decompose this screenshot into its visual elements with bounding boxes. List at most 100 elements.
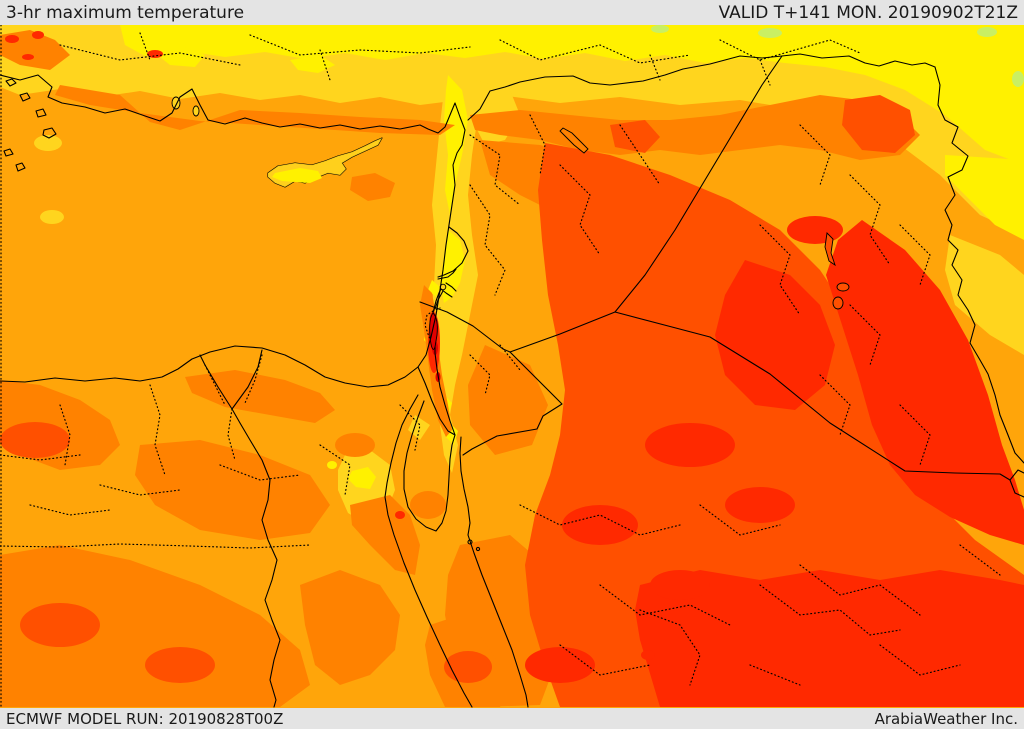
contour-vermilion-mosul (842, 95, 915, 153)
admin-iraq-1 (799, 124, 891, 266)
temperature-field (0, 25, 1024, 708)
page-title: 3-hr maximum temperature (6, 2, 245, 23)
contour-dkorange-delta-arc (185, 370, 335, 423)
contour-vermilion-redsea (444, 651, 492, 683)
contour-dkorange-ejordan (468, 345, 548, 455)
contour-dkorange-turkcoast (55, 85, 455, 135)
border-jordan-saudi-hiccup (462, 351, 563, 456)
water-features (171, 96, 850, 708)
contour-vermilion-egysw-1 (20, 603, 100, 647)
admin-egypt-2 (0, 454, 301, 496)
admin-turkey-1 (59, 44, 241, 66)
contour-gold-sea-2 (40, 210, 64, 224)
contour-green-1 (651, 25, 669, 33)
nile-delta-branch-west (199, 354, 233, 410)
contour-red-saudi-5 (725, 487, 795, 523)
contour-vermilion-egywest (0, 422, 70, 458)
admin-saudi-3 (559, 644, 961, 686)
contour-yellow-lebanon (440, 230, 465, 303)
contour-green-2 (758, 28, 782, 38)
valid-time-label: VALID T+141 MON. 20190902T21Z (718, 2, 1018, 23)
aegean-island-3 (35, 108, 47, 118)
contour-green-3 (977, 27, 997, 37)
admin-syria-4 (619, 124, 661, 186)
contour-red-wturk-3 (22, 54, 34, 60)
border-turkey-syria-iraq (467, 53, 936, 121)
attribution-label: ArabiaWeather Inc. (874, 709, 1018, 728)
nile-delta-branch-east (231, 349, 263, 410)
lake-beysehir (192, 105, 200, 117)
border-lebanon-israel (437, 268, 457, 280)
coast-mediterranean (0, 74, 466, 388)
admin-iraq-3 (819, 224, 931, 466)
weather-map (0, 25, 1024, 708)
admin-saudi-2 (599, 544, 1001, 626)
contour-dkorange-redsea-hills (300, 570, 400, 685)
admin-turkey-3 (499, 39, 691, 64)
contour-yellow-fareast (945, 155, 1024, 240)
admin-turkey-5 (139, 32, 771, 86)
lake-assad (559, 127, 589, 154)
lake-habbaniyah (836, 282, 850, 292)
contour-red-central-iraq (715, 260, 835, 410)
admin-turkey-2 (249, 34, 471, 56)
dead-sea (429, 312, 438, 350)
border-egypt-israel (417, 366, 456, 436)
border-iraq-saudi (614, 311, 1011, 481)
admin-syria-2 (529, 114, 601, 256)
contour-gold-sea-1 (34, 135, 62, 151)
admin-turkey-4 (719, 39, 861, 61)
contour-red-saudi-3 (650, 570, 710, 600)
island-redsea (475, 546, 481, 552)
contour-dkorange-edesert (335, 433, 375, 457)
contour-green-4 (1012, 71, 1024, 87)
aegean-island-rhodes (42, 127, 57, 139)
border-israel-jordan-north (432, 288, 453, 314)
aegean-island-1 (5, 78, 17, 87)
contour-red-niraq (787, 216, 843, 244)
aegean-island-2 (19, 92, 31, 102)
header-bar: 3-hr maximum temperature VALID T+141 MON… (0, 0, 1024, 25)
island-tiran (467, 539, 473, 545)
aegean-island-5 (15, 162, 26, 172)
contour-vermilion-egysw-2 (145, 647, 215, 683)
contour-red-east-strip (826, 220, 1024, 545)
border-lebanon-syria (437, 226, 469, 278)
contour-yellow-top (120, 25, 1024, 165)
contour-dkorange-cyprus-east (350, 173, 395, 201)
contour-red-saudi-2 (562, 505, 638, 545)
contour-red-wturk-1 (5, 35, 19, 43)
model-run-label: ECMWF MODEL RUN: 20190828T00Z (6, 709, 284, 728)
contour-red-wturk-2 (32, 31, 44, 39)
admin-jordan (469, 344, 521, 396)
admin-saudi-4 (639, 584, 901, 686)
contour-gold-north (0, 25, 1024, 235)
border-syria-iraq (614, 55, 783, 313)
contour-red-suez-dot (395, 511, 405, 519)
contour-dkorange-mid-egypt (135, 440, 330, 540)
contour-red-saudi-4 (525, 647, 595, 683)
border-syria-jordan (419, 301, 511, 353)
aegean-island-4 (3, 148, 14, 157)
coast-gulf-suez-east-sinai (403, 400, 456, 532)
contour-red-saudi-1 (645, 423, 735, 467)
nile-river (231, 408, 281, 708)
contour-yellow-egypt (327, 461, 337, 469)
border-golan (445, 282, 457, 292)
contour-yellow-wturkey-2 (290, 55, 335, 73)
admin-egypt-1 (59, 384, 166, 476)
border-iraq-iran (934, 66, 1024, 464)
border-kuwait (1009, 469, 1024, 498)
contour-red-saudicoast-dot (641, 650, 655, 660)
admin-egypt-3 (29, 404, 421, 516)
contour-yellow-hatay (444, 75, 468, 215)
contour-yellow-sinai (348, 467, 376, 489)
admin-saudi-1 (519, 504, 781, 536)
footer-bar: ECMWF MODEL RUN: 20190828T00Z ArabiaWeat… (0, 708, 1024, 729)
lake-tharthar (824, 232, 836, 267)
cyprus-yellow-core (272, 168, 322, 183)
coast-gulf-suez-west (384, 394, 473, 708)
contour-yellow-galilee (428, 280, 440, 297)
country-borders (417, 53, 1024, 498)
